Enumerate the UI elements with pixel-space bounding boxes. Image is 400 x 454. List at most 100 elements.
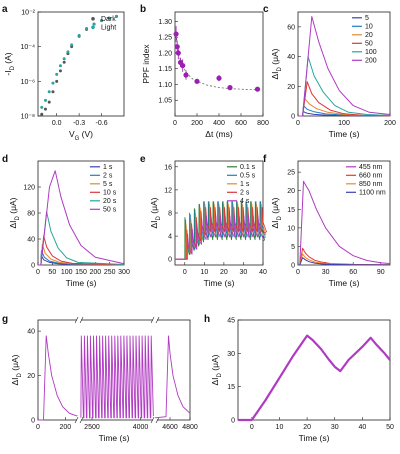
y-tick-label: 15 xyxy=(287,207,295,214)
data-point-dark xyxy=(62,60,66,64)
plot-frame xyxy=(37,11,125,117)
x-tick-label: 50 xyxy=(48,269,56,276)
legend-label: 5 xyxy=(365,15,369,22)
x-axis-label: Δt (ms) xyxy=(205,129,233,139)
y-tick-label: 20 xyxy=(27,373,35,380)
x-tick-label: 40 xyxy=(358,424,366,431)
x-axis-label: Time (s) xyxy=(329,129,360,139)
axis-break xyxy=(77,416,82,424)
x-tick-label: 200 xyxy=(89,269,101,276)
legend-label: Light xyxy=(101,25,116,32)
y-tick-label: 25 xyxy=(287,170,295,177)
data-point xyxy=(254,86,261,92)
legend-label: 455 nm xyxy=(359,164,383,171)
x-tick-label: 20 xyxy=(303,424,311,431)
plot-frame xyxy=(37,319,191,421)
series-line xyxy=(298,253,391,266)
x-tick-label: -0.3 xyxy=(73,120,85,127)
x-tick-label: 50 xyxy=(386,424,394,431)
legend-label: 5 s xyxy=(103,181,113,188)
x-tick-label: 40 xyxy=(259,269,267,276)
y-axis-label: PPF index xyxy=(141,44,151,84)
axis-break xyxy=(153,316,158,324)
panel-label-e: e xyxy=(140,154,146,165)
x-axis-label: Time (s) xyxy=(66,278,97,288)
x-tick-label: 600 xyxy=(235,120,247,127)
series-line xyxy=(80,335,154,419)
panel-f: 0 30 60 90 0 5 10 15 20 25 Time (s) ΔID (μA) 455 nm 6… xyxy=(270,160,391,288)
axis-break-mark xyxy=(155,416,160,424)
legend-label: 2 s xyxy=(240,190,250,197)
legend-label: 850 nm xyxy=(359,181,383,188)
y-tick-label: 8 xyxy=(168,211,172,218)
x-tick-label: 10 xyxy=(200,269,208,276)
x-tick-label: 0 xyxy=(173,120,177,127)
data-point-dark xyxy=(43,107,47,111)
panel-d: 0 50 100 150 200 250 300 0 40 80 120 Time (s) ΔID (μ… xyxy=(8,160,130,288)
data-point-light xyxy=(51,81,55,85)
x-tick-label: 100 xyxy=(61,269,73,276)
y-tick-label: 40 xyxy=(287,54,295,61)
series-line xyxy=(38,211,125,266)
legend-label: 1100 nm xyxy=(359,190,386,197)
data-point-light xyxy=(62,57,66,61)
y-tick-label: 1.30 xyxy=(158,19,172,26)
data-point xyxy=(175,50,181,56)
data-point-light xyxy=(70,43,74,47)
y-axis-label: ΔID (μA) xyxy=(270,197,283,228)
y-axis-label: ΔID (μA) xyxy=(270,48,283,79)
y-tick-label: 10⁻⁶ xyxy=(21,79,35,86)
legend-label: 200 xyxy=(365,58,377,65)
axis-break-mark xyxy=(79,416,84,424)
y-tick-label: 10⁻⁴ xyxy=(21,44,36,51)
legend-label: 20 s xyxy=(103,198,117,205)
x-tick-label: 0 xyxy=(36,269,40,276)
panel-h: 0 10 20 30 40 50 0 15 30 45 Time (s) ΔID (μA) xyxy=(210,318,394,444)
x-tick-label: 60 xyxy=(349,269,357,276)
data-point-light xyxy=(40,105,44,109)
data-point-light xyxy=(47,90,51,94)
y-tick-label: 20 xyxy=(287,84,295,91)
series-line xyxy=(38,170,125,266)
x-tick-label: 0 xyxy=(296,269,300,276)
data-point-dark xyxy=(55,79,59,83)
data-point xyxy=(194,78,200,84)
y-tick-label: 0 xyxy=(231,418,235,425)
x-tick-label: 20 xyxy=(220,269,228,276)
x-tick-label: -0.6 xyxy=(96,120,108,127)
legend-label: Dark xyxy=(101,16,116,23)
x-tick-label: 100 xyxy=(338,120,350,127)
data-point-light xyxy=(100,19,104,23)
y-tick-label: 10⁻² xyxy=(21,10,35,17)
panel-b: 0 200 400 600 800 1.05 1.10 1.15 1.20 1.25 1.30 Δt … xyxy=(141,11,269,139)
data-point-light xyxy=(92,22,96,26)
y-tick-label: 40 xyxy=(27,329,35,336)
series-line xyxy=(175,215,264,260)
panel-e: 0 10 20 30 40 0 4 8 12 16 Time (s) ΔID (μA) 0.1 s 0.5… xyxy=(149,160,268,288)
legend-label: 4 s xyxy=(240,198,250,205)
legend-label: 0.5 s xyxy=(240,173,256,180)
x-tick-label: 10 xyxy=(276,424,284,431)
axis-break-mark xyxy=(150,416,155,424)
x-tick-label: 0 xyxy=(183,269,187,276)
panel-a: 0.0 -0.3 -0.6 10⁻⁸ 10⁻⁶ 10⁻⁴ 10⁻² VG (V) -ID (A)… xyxy=(3,10,125,142)
data-point xyxy=(183,72,189,78)
data-point xyxy=(173,31,179,37)
data-point xyxy=(216,75,222,81)
legend-marker xyxy=(91,25,95,30)
panel-label-a: a xyxy=(2,4,8,15)
x-tick-label: 4600 xyxy=(162,424,178,431)
data-point-light xyxy=(43,98,47,102)
x-axis-label: Time (s) xyxy=(299,433,330,443)
x-tick-label: 4000 xyxy=(133,424,149,431)
x-tick-label: 400 xyxy=(213,120,225,127)
axis-break-mark xyxy=(79,316,84,324)
legend-label: 1 s xyxy=(240,181,250,188)
axis-break-mark xyxy=(74,416,79,424)
legend-label: 100 xyxy=(365,49,377,56)
legend-label: 10 s xyxy=(103,190,117,197)
y-tick-label: 120 xyxy=(23,185,35,192)
data-point-dark xyxy=(51,90,55,94)
y-tick-label: 0 xyxy=(31,263,35,270)
axis-break xyxy=(77,316,82,324)
